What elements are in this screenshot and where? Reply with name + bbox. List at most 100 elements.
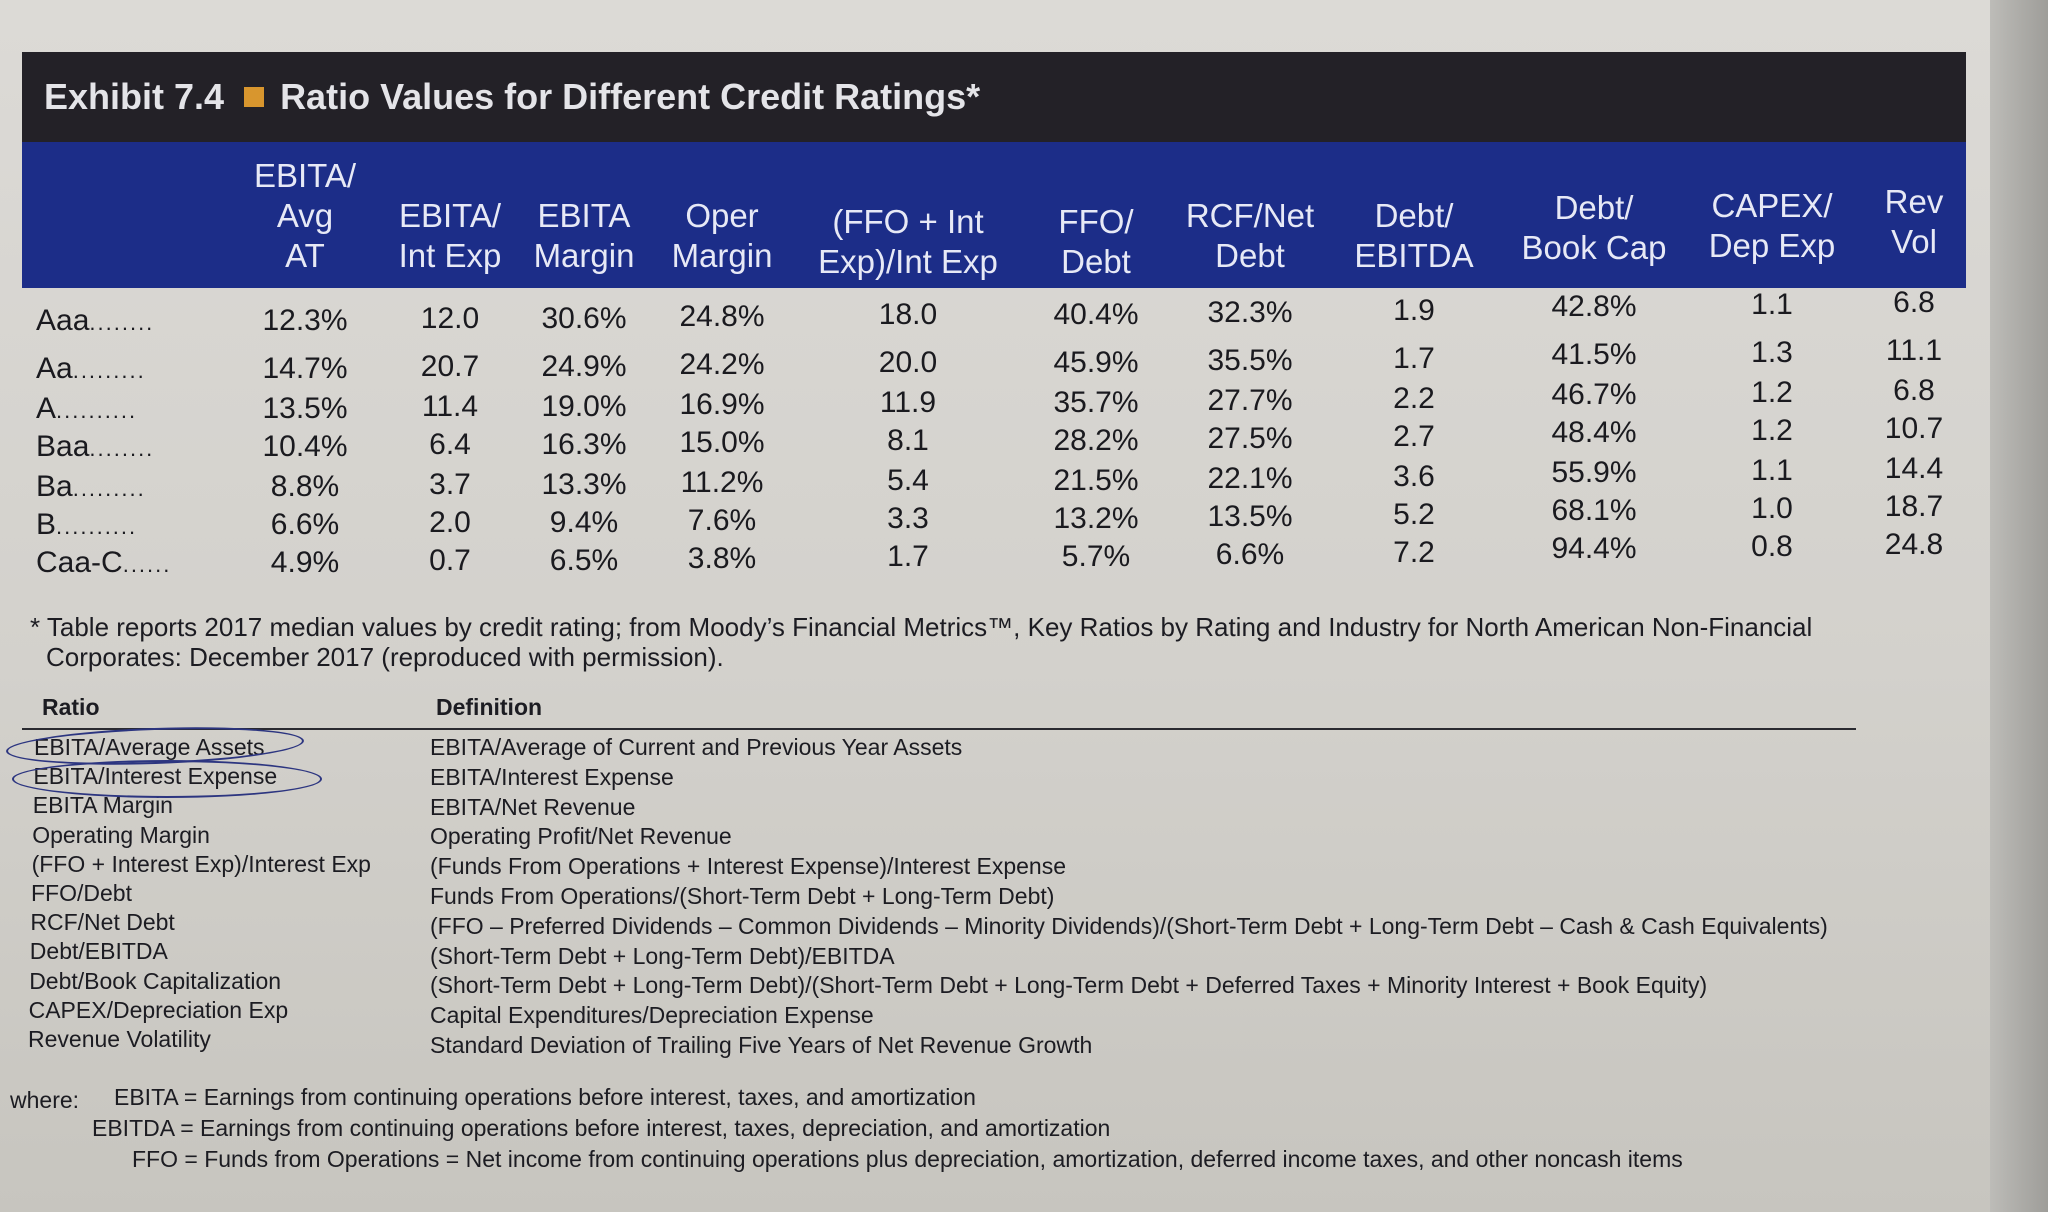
footnote-line-2: Corporates: December 2017 (reproduced wi… — [46, 642, 724, 672]
table-cell: 24.2% — [679, 348, 765, 381]
table-cell: 41.5% — [1551, 338, 1637, 371]
table-cell: 3.7 — [429, 468, 471, 501]
table-cell: 4.9% — [270, 546, 340, 579]
column-header: EBITA — [537, 197, 631, 234]
table-footnote: * Table reports 2017 median values by cr… — [30, 612, 1950, 672]
table-cell: 11.4 — [421, 390, 479, 423]
dot-leader: .......... — [56, 514, 138, 539]
accent-square-icon — [244, 87, 265, 107]
table-cell: 1.2 — [1751, 376, 1793, 409]
table-header-band — [22, 142, 1966, 288]
table-cell: 12.3% — [262, 304, 348, 337]
table-cell: 1.9 — [1393, 294, 1435, 327]
rating-label: Aaa........ — [36, 304, 154, 338]
rating-label: Ba......... — [36, 470, 146, 504]
table-cell: 1.0 — [1751, 492, 1793, 525]
column-header: EBITA/ — [398, 197, 502, 234]
definitions-rule — [22, 728, 1856, 730]
table-cell: 13.3% — [541, 468, 627, 501]
ratio-definition: EBITA/Net Revenue — [430, 793, 636, 820]
table-cell: 6.5% — [549, 544, 619, 577]
table-cell: 12.0 — [420, 302, 480, 335]
column-header: Debt — [1061, 243, 1131, 280]
dot-leader: ......... — [72, 476, 146, 501]
table-cell: 21.5% — [1053, 464, 1139, 497]
column-header: Book Cap — [1521, 229, 1667, 266]
table-cell: 11.9 — [879, 386, 937, 419]
column-header: EBITA/ — [253, 157, 357, 194]
where-ebitda: EBITDA = Earnings from continuing operat… — [92, 1115, 1111, 1141]
table-cell: 20.0 — [878, 346, 938, 379]
table-cell: 35.5% — [1207, 344, 1293, 377]
column-header: Vol — [1891, 223, 1937, 260]
table-cell: 68.1% — [1551, 494, 1637, 527]
table-cell: 27.7% — [1207, 384, 1293, 417]
column-header: Oper — [685, 197, 759, 234]
table-cell: 9.4% — [549, 506, 619, 539]
table-cell: 3.8% — [687, 542, 757, 575]
rating-label: A.......... — [36, 392, 137, 426]
ratio-definition: EBITA/Interest Expense — [430, 763, 674, 790]
column-header: RCF/Net — [1185, 197, 1315, 234]
rating-name: Aaa — [36, 304, 90, 337]
where-label: where: — [10, 1087, 80, 1113]
book-page: Exhibit 7.4 Ratio Values for Different C… — [0, 0, 1990, 1212]
dot-leader: ........ — [89, 436, 155, 461]
rating-label: Aa......... — [36, 352, 146, 386]
table-cell: 13.2% — [1053, 502, 1139, 535]
rating-name: Ba — [36, 470, 73, 503]
column-header: Int Exp — [398, 237, 502, 274]
table-cell: 18.0 — [878, 298, 938, 331]
ratio-definition: Standard Deviation of Trailing Five Year… — [430, 1032, 1093, 1058]
table-cell: 2.2 — [1393, 382, 1435, 415]
ratio-definition: (FFO – Preferred Dividends – Common Divi… — [430, 912, 1828, 939]
table-cell: 8.1 — [887, 424, 929, 457]
table-cell: 1.1 — [1751, 454, 1793, 487]
table-cell: 11.2% — [680, 466, 764, 499]
column-header: Debt/ — [1374, 197, 1454, 234]
ratio-definition: (Short-Term Debt + Long-Term Debt)/EBITD… — [430, 942, 895, 969]
column-header: CAPEX/ — [1711, 187, 1833, 224]
dot-leader: ......... — [72, 358, 146, 383]
hand-drawn-circle-annotation — [12, 760, 322, 798]
table-cell: 3.3 — [887, 502, 929, 535]
page-edge — [1990, 0, 2048, 1212]
dot-leader: ........ — [89, 310, 155, 335]
rating-name: Baa — [36, 430, 90, 463]
table-cell: 18.7 — [1884, 490, 1944, 523]
table-cell: 19.0% — [541, 390, 627, 423]
dot-leader: ...... — [122, 552, 172, 577]
table-cell: 32.3% — [1207, 296, 1293, 329]
dot-leader: .......... — [56, 398, 138, 423]
ratio-name: (FFO + Interest Exp)/Interest Exp — [31, 850, 371, 877]
table-cell: 24.8% — [679, 300, 765, 333]
ratio-name: Operating Margin — [32, 821, 210, 848]
rating-label: Baa........ — [36, 430, 154, 464]
table-cell: 16.3% — [541, 428, 627, 461]
rating-name: B — [36, 508, 57, 541]
ratio-definition: (Funds From Operations + Interest Expens… — [430, 853, 1066, 880]
ratio-name: Debt/Book Capitalization — [29, 967, 282, 994]
table-cell: 24.9% — [541, 350, 627, 383]
table-cell: 15.0% — [679, 426, 765, 459]
table-cell: 35.7% — [1053, 386, 1139, 419]
column-header: EBITDA — [1354, 237, 1474, 274]
table-cell: 6.6% — [270, 508, 340, 541]
table-cell: 28.2% — [1053, 424, 1139, 457]
column-header: Debt — [1215, 237, 1285, 274]
column-header: Exp)/Int Exp — [818, 243, 998, 280]
table-cell: 6.4 — [429, 428, 471, 461]
ratio-name: RCF/Net Debt — [30, 909, 175, 936]
table-cell: 13.5% — [1207, 500, 1293, 533]
table-cell: 14.7% — [262, 352, 348, 385]
table-cell: 7.6% — [687, 504, 757, 537]
ratio-definition: Funds From Operations/(Short-Term Debt +… — [430, 883, 1055, 909]
table-cell: 6.6% — [1215, 538, 1285, 571]
table-cell: 3.6 — [1393, 460, 1435, 493]
table-cell: 1.2 — [1751, 414, 1793, 447]
column-header: (FFO + Int — [832, 203, 984, 240]
table-cell: 1.1 — [1751, 288, 1793, 321]
table-cell: 55.9% — [1551, 456, 1637, 489]
table-cell: 42.8% — [1551, 290, 1637, 323]
column-header: Margin — [533, 237, 635, 274]
